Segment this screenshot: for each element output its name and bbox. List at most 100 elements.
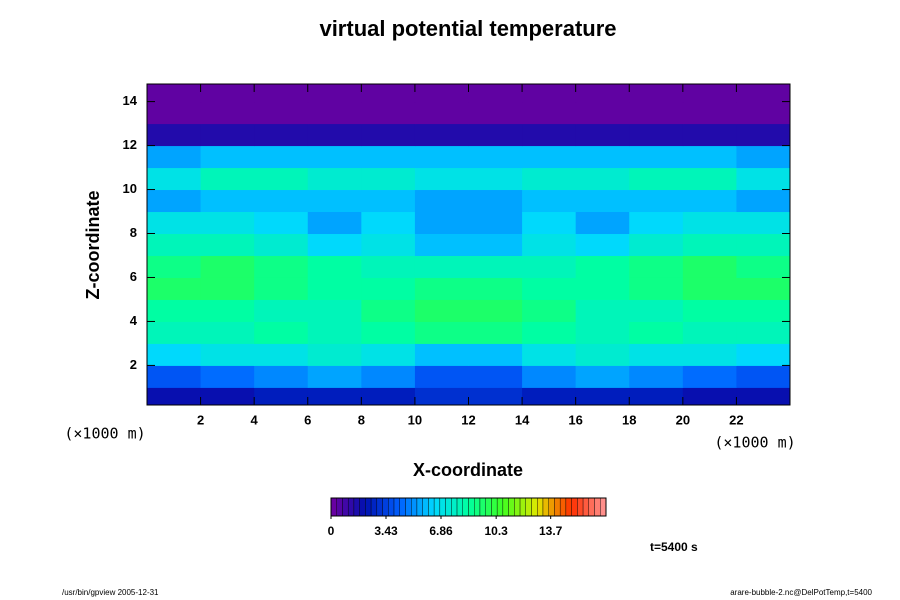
heatmap-cell bbox=[682, 233, 737, 256]
colorbar-swatch bbox=[491, 497, 498, 517]
y-tick-label: 4 bbox=[130, 313, 138, 328]
colorbar-swatch bbox=[588, 497, 595, 517]
heatmap-cell bbox=[200, 387, 255, 405]
x-tick-label: 8 bbox=[358, 412, 365, 427]
colorbar-swatch bbox=[594, 497, 601, 517]
heatmap-cell bbox=[414, 365, 469, 388]
heatmap-cell bbox=[522, 233, 577, 256]
heatmap-cell bbox=[414, 101, 469, 125]
heatmap-cell bbox=[361, 101, 416, 125]
heatmap-cell bbox=[736, 189, 790, 213]
colorbar-swatch bbox=[411, 497, 418, 517]
heatmap-cell bbox=[522, 189, 577, 213]
heatmap-cell bbox=[414, 189, 469, 213]
heatmap-cell bbox=[200, 321, 255, 344]
heatmap-cell bbox=[629, 321, 684, 344]
colorbar-swatch bbox=[388, 497, 395, 517]
x-tick-label: 10 bbox=[408, 412, 422, 427]
heatmap-cell bbox=[307, 167, 362, 191]
colorbar-swatch bbox=[342, 497, 349, 517]
colorbar-swatch bbox=[565, 497, 572, 517]
heatmap-cell bbox=[147, 167, 202, 191]
y-tick-label: 8 bbox=[130, 225, 137, 240]
colorbar-swatch bbox=[474, 497, 481, 517]
colorbar-tick-label: 13.7 bbox=[539, 524, 563, 538]
heatmap-cell bbox=[414, 387, 469, 405]
heatmap-cell bbox=[468, 343, 523, 366]
heatmap-cell bbox=[629, 299, 684, 322]
colorbar-swatch bbox=[462, 497, 469, 517]
heatmap-cell bbox=[414, 255, 469, 278]
heatmap-cell bbox=[200, 123, 255, 147]
heatmap-cell bbox=[147, 145, 202, 169]
heatmap-cell bbox=[147, 365, 202, 388]
colorbar-swatch bbox=[433, 497, 441, 517]
heatmap-cell bbox=[200, 255, 255, 278]
colorbar-swatch bbox=[399, 497, 406, 517]
heatmap-cell bbox=[629, 167, 684, 191]
heatmap-cell bbox=[736, 321, 790, 344]
heatmap-cell bbox=[361, 167, 416, 191]
colorbar-swatch bbox=[531, 497, 538, 517]
colorbar-swatch bbox=[428, 497, 435, 517]
y-tick-label: 2 bbox=[130, 357, 137, 372]
heatmap-cell bbox=[200, 365, 255, 388]
heatmap-cell bbox=[522, 101, 577, 125]
heatmap-cell bbox=[307, 233, 362, 256]
heatmap-cell bbox=[361, 145, 416, 169]
heatmap-cell bbox=[682, 277, 737, 300]
heatmap-cell bbox=[468, 211, 523, 235]
heatmap-cell bbox=[682, 343, 737, 366]
heatmap-cell bbox=[575, 321, 630, 344]
x-tick-label: 18 bbox=[622, 412, 636, 427]
y-tick-label: 14 bbox=[123, 93, 138, 108]
heatmap-cell bbox=[736, 277, 790, 300]
chart-title: virtual potential temperature bbox=[319, 16, 616, 41]
y-axis-unit: (×1000 m) bbox=[64, 425, 145, 443]
heatmap-cell bbox=[361, 387, 416, 405]
colorbar-frame bbox=[330, 497, 607, 517]
colorbar-swatch bbox=[485, 497, 492, 517]
colorbar-swatch bbox=[416, 497, 423, 517]
heatmap-cell bbox=[682, 255, 737, 278]
heatmap-cell bbox=[736, 84, 790, 103]
heatmap-cell bbox=[468, 255, 523, 278]
heatmap-cell bbox=[575, 277, 630, 300]
heatmap-cell bbox=[414, 321, 469, 344]
heatmap-cell bbox=[307, 343, 362, 366]
heatmap-cell bbox=[147, 101, 202, 125]
heatmap-cell bbox=[575, 387, 630, 405]
heatmap-cell bbox=[682, 167, 737, 191]
heatmap-cell bbox=[682, 365, 737, 388]
heatmap-cell bbox=[575, 101, 630, 125]
heatmap-cell bbox=[629, 145, 684, 169]
colorbar-swatch bbox=[359, 497, 366, 517]
colorbar-swatch bbox=[445, 497, 452, 517]
colorbar-swatch bbox=[370, 497, 378, 517]
heatmap-cell bbox=[575, 123, 630, 147]
heatmap-cell bbox=[736, 145, 790, 169]
heatmap-cell bbox=[468, 101, 523, 125]
heatmap-cell bbox=[307, 189, 362, 213]
heatmap-cell bbox=[575, 299, 630, 322]
heatmap-cell bbox=[736, 387, 790, 405]
heatmap-cell bbox=[736, 343, 790, 366]
heatmap-cell bbox=[575, 233, 630, 256]
heatmap-cell bbox=[682, 84, 737, 103]
heatmap-cell bbox=[414, 123, 469, 147]
heatmap-cell bbox=[629, 84, 684, 103]
colorbar-swatch bbox=[600, 497, 607, 517]
colorbar-swatch bbox=[542, 497, 549, 517]
heatmap-cell bbox=[522, 277, 577, 300]
heatmap-cell bbox=[682, 123, 737, 147]
heatmap-cell bbox=[629, 101, 684, 125]
heatmap-cell bbox=[254, 255, 309, 278]
heatmap-cell bbox=[575, 189, 630, 213]
heatmap-cell bbox=[522, 145, 577, 169]
heatmap-cell bbox=[200, 277, 255, 300]
heatmap-cell bbox=[361, 277, 416, 300]
heatmap-cell bbox=[147, 233, 202, 256]
x-axis-unit: (×1000 m) bbox=[714, 434, 795, 452]
colorbar-swatch bbox=[559, 497, 567, 517]
